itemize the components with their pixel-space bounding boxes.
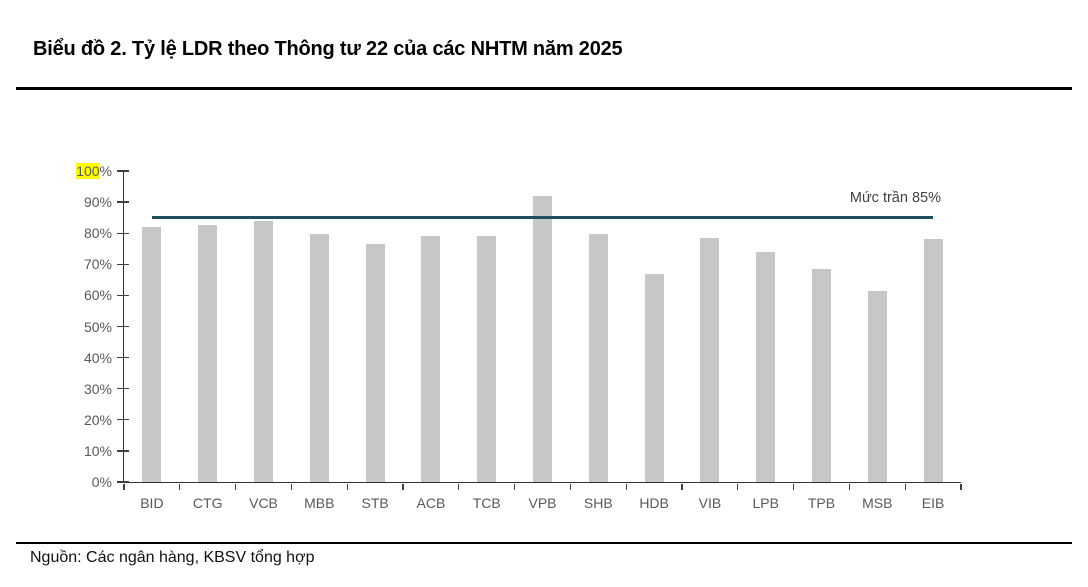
y-axis-tick xyxy=(117,419,129,421)
source-text: Nguồn: Các ngân hàng, KBSV tổng hợp xyxy=(30,549,315,566)
y-axis-tick xyxy=(117,263,129,265)
bar-bid xyxy=(142,226,162,482)
bar-lpb xyxy=(756,251,776,482)
x-axis-label-acb: ACB xyxy=(416,495,446,511)
threshold-label: Mức trần 85% xyxy=(849,190,941,206)
y-axis-label: 20% xyxy=(83,411,112,428)
y-axis-label: 70% xyxy=(83,256,112,273)
bar-tcb xyxy=(477,236,497,482)
y-axis-tick xyxy=(117,356,129,359)
x-axis-label-mbb: MBB xyxy=(304,495,335,511)
bar-stb xyxy=(365,244,385,482)
bar-mbb xyxy=(309,233,329,482)
x-axis-label-stb: STB xyxy=(361,495,389,511)
y-axis-tick xyxy=(117,450,129,452)
bar-ctg xyxy=(198,225,218,482)
x-axis-tick xyxy=(179,483,181,490)
y-axis-label: 0% xyxy=(91,474,112,490)
x-axis-tick xyxy=(513,483,516,490)
y-axis-tick xyxy=(117,170,129,172)
y-axis-label: 80% xyxy=(83,225,112,242)
x-axis-tick xyxy=(625,483,627,490)
y-axis-labels: 0% 10% 20% 30% 40% 50% 60% 70% 80% 90% 100% xyxy=(0,163,112,489)
x-axis-label-hdb: HDB xyxy=(639,495,669,511)
x-axis-label-tcb: TCB xyxy=(472,495,501,511)
bar-shb xyxy=(588,233,608,482)
x-axis-tick xyxy=(290,483,293,490)
bar-hdb xyxy=(644,273,664,482)
x-axis-label-vcb: VCB xyxy=(249,495,278,511)
highlighted-tick-value: 100 xyxy=(76,163,100,179)
chart-title: Biểu đồ 2. Tỷ lệ LDR theo Thông tư 22 củ… xyxy=(33,38,623,60)
y-axis-label: 50% xyxy=(83,318,112,335)
x-axis-tick xyxy=(123,483,125,490)
x-axis-label-lpb: LPB xyxy=(752,495,779,511)
y-axis-label: 40% xyxy=(83,349,112,366)
x-axis-label-eib: EIB xyxy=(921,495,945,511)
y-axis-tick xyxy=(117,325,129,328)
y-axis-tick xyxy=(117,294,129,297)
x-axis-tick xyxy=(960,483,962,490)
x-axis-label-bid: BID xyxy=(140,495,164,511)
x-axis-tick xyxy=(346,483,348,490)
y-axis-tick xyxy=(117,201,129,203)
x-axis-tick xyxy=(792,483,795,490)
bar-vcb xyxy=(254,220,273,482)
y-axis-label: 60% xyxy=(83,287,112,304)
plot-area: Mức trần 85% BID CTG VCB MBB STB ACB TCB VPB SHB… xyxy=(117,170,962,510)
y-axis-tick xyxy=(117,388,129,390)
y-axis-label: 90% xyxy=(83,194,112,211)
bar-tpb xyxy=(812,268,831,482)
x-axis-label-vib: VIB xyxy=(698,495,722,511)
bar-acb xyxy=(421,236,441,482)
bar-vib xyxy=(700,237,720,482)
title-divider xyxy=(16,87,1072,90)
bar-vpb xyxy=(533,195,552,482)
x-axis-tick xyxy=(569,483,572,490)
y-axis-label: 100% xyxy=(76,163,112,179)
x-axis-label-shb: SHB xyxy=(583,495,613,511)
y-axis-tick xyxy=(117,481,129,483)
y-axis-tick xyxy=(117,232,129,234)
x-axis-label-ctg: CTG xyxy=(192,495,223,511)
x-axis-label-tpb: TPB xyxy=(807,495,836,511)
x-axis-tick xyxy=(848,483,851,490)
bar-msb xyxy=(867,290,887,482)
x-axis-tick xyxy=(681,483,683,490)
bar-eib xyxy=(923,239,943,482)
y-axis-label: 10% xyxy=(83,442,112,459)
footer-divider xyxy=(16,542,1072,544)
x-axis-label-vpb: VPB xyxy=(528,495,557,511)
x-axis-tick xyxy=(458,483,460,490)
x-axis-tick xyxy=(234,483,237,490)
x-axis-tick xyxy=(402,483,404,490)
x-axis-label-msb: MSB xyxy=(862,495,893,511)
x-axis-tick xyxy=(904,483,906,490)
y-axis-label: 30% xyxy=(83,380,112,397)
threshold-line xyxy=(151,216,934,219)
x-axis-tick xyxy=(737,483,739,490)
